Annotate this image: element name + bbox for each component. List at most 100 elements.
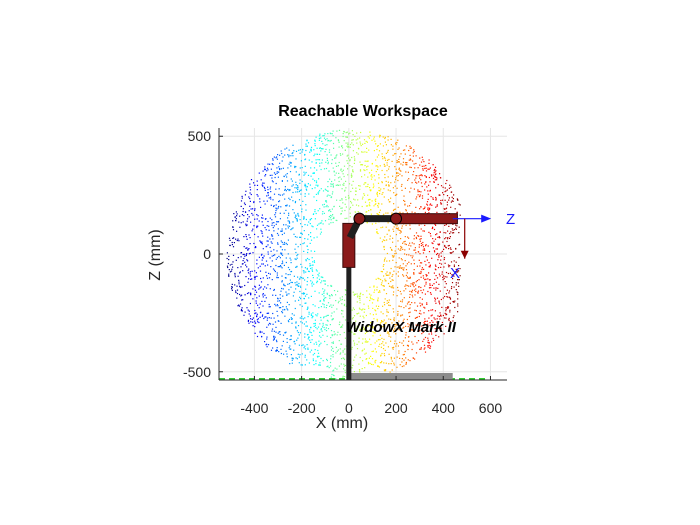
workspace-point: [235, 290, 237, 292]
workspace-point: [403, 297, 405, 299]
workspace-point: [262, 277, 264, 279]
workspace-point: [366, 296, 368, 298]
workspace-point: [428, 317, 430, 319]
workspace-point: [428, 333, 430, 335]
workspace-point: [295, 243, 297, 245]
workspace-point: [386, 239, 388, 241]
workspace-point: [377, 213, 379, 215]
workspace-point: [310, 146, 313, 148]
workspace-point: [391, 212, 393, 214]
workspace-point: [297, 353, 299, 355]
workspace-point: [381, 280, 384, 282]
workspace-point: [248, 253, 250, 255]
workspace-point: [374, 179, 376, 181]
workspace-point: [415, 252, 417, 254]
workspace-point: [290, 338, 292, 340]
workspace-point: [361, 327, 363, 329]
workspace-point: [381, 271, 383, 273]
workspace-point: [330, 210, 332, 213]
workspace-point: [352, 187, 354, 189]
workspace-point: [359, 328, 361, 330]
workspace-point: [389, 277, 391, 279]
workspace-point: [397, 161, 399, 163]
workspace-point: [239, 271, 241, 273]
workspace-point: [289, 339, 291, 341]
workspace-point: [326, 359, 328, 362]
workspace-point: [264, 218, 267, 220]
workspace-point: [453, 229, 455, 231]
workspace-point: [306, 186, 308, 188]
workspace-point: [415, 206, 417, 208]
workspace-point: [427, 278, 429, 280]
workspace-point: [383, 275, 385, 277]
workspace-point: [417, 235, 419, 237]
workspace-point: [313, 364, 315, 366]
workspace-point: [258, 307, 260, 309]
workspace-point: [349, 146, 351, 148]
workspace-point: [271, 279, 273, 281]
workspace-point: [250, 278, 252, 280]
workspace-point: [323, 299, 325, 301]
workspace-point: [255, 312, 257, 314]
workspace-point: [264, 175, 266, 177]
workspace-point: [233, 237, 235, 239]
workspace-point: [325, 167, 328, 170]
workspace-point: [266, 336, 268, 338]
workspace-point: [332, 342, 334, 344]
workspace-point: [303, 293, 306, 295]
workspace-point: [343, 365, 345, 367]
workspace-point: [243, 202, 246, 204]
workspace-point: [368, 307, 370, 309]
workspace-point: [323, 298, 325, 301]
workspace-point: [397, 314, 399, 316]
workspace-point: [264, 286, 266, 288]
workspace-point: [276, 272, 278, 274]
workspace-point: [294, 282, 296, 284]
workspace-point: [264, 294, 266, 296]
workspace-point: [266, 277, 269, 279]
workspace-point: [292, 221, 294, 223]
workspace-point: [298, 149, 300, 151]
workspace-point: [271, 328, 274, 330]
workspace-point: [418, 279, 420, 281]
workspace-point: [325, 330, 328, 332]
workspace-point: [236, 230, 238, 232]
workspace-point: [254, 270, 256, 272]
workspace-point: [265, 271, 267, 273]
workspace-point: [272, 312, 274, 315]
workspace-point: [414, 247, 416, 249]
workspace-point: [338, 300, 340, 302]
workspace-point: [292, 295, 294, 297]
workspace-point: [437, 259, 439, 261]
workspace-point: [425, 264, 427, 266]
workspace-point: [358, 337, 360, 339]
workspace-point: [403, 269, 405, 271]
workspace-point: [284, 154, 286, 156]
workspace-point: [428, 208, 431, 210]
workspace-point: [368, 204, 370, 206]
workspace-point: [317, 210, 319, 212]
workspace-point: [297, 285, 299, 287]
workspace-point: [429, 292, 432, 294]
workspace-point: [232, 261, 234, 263]
workspace-point: [420, 276, 422, 278]
workspace-point: [315, 212, 317, 215]
workspace-point: [425, 244, 427, 246]
workspace-point: [266, 338, 268, 340]
workspace-point: [453, 265, 455, 268]
workspace-point: [388, 285, 391, 287]
workspace-point: [418, 246, 420, 248]
workspace-point: [326, 324, 328, 326]
workspace-point: [344, 348, 346, 350]
workspace-point: [265, 287, 268, 289]
workspace-point: [390, 318, 392, 321]
workspace-point: [381, 182, 383, 184]
workspace-point: [296, 339, 298, 341]
workspace-point: [381, 343, 383, 345]
workspace-point: [375, 313, 377, 315]
workspace-point: [272, 347, 274, 349]
workspace-point: [312, 274, 314, 276]
workspace-point: [330, 349, 333, 351]
workspace-point: [311, 225, 313, 227]
workspace-point: [309, 263, 311, 265]
